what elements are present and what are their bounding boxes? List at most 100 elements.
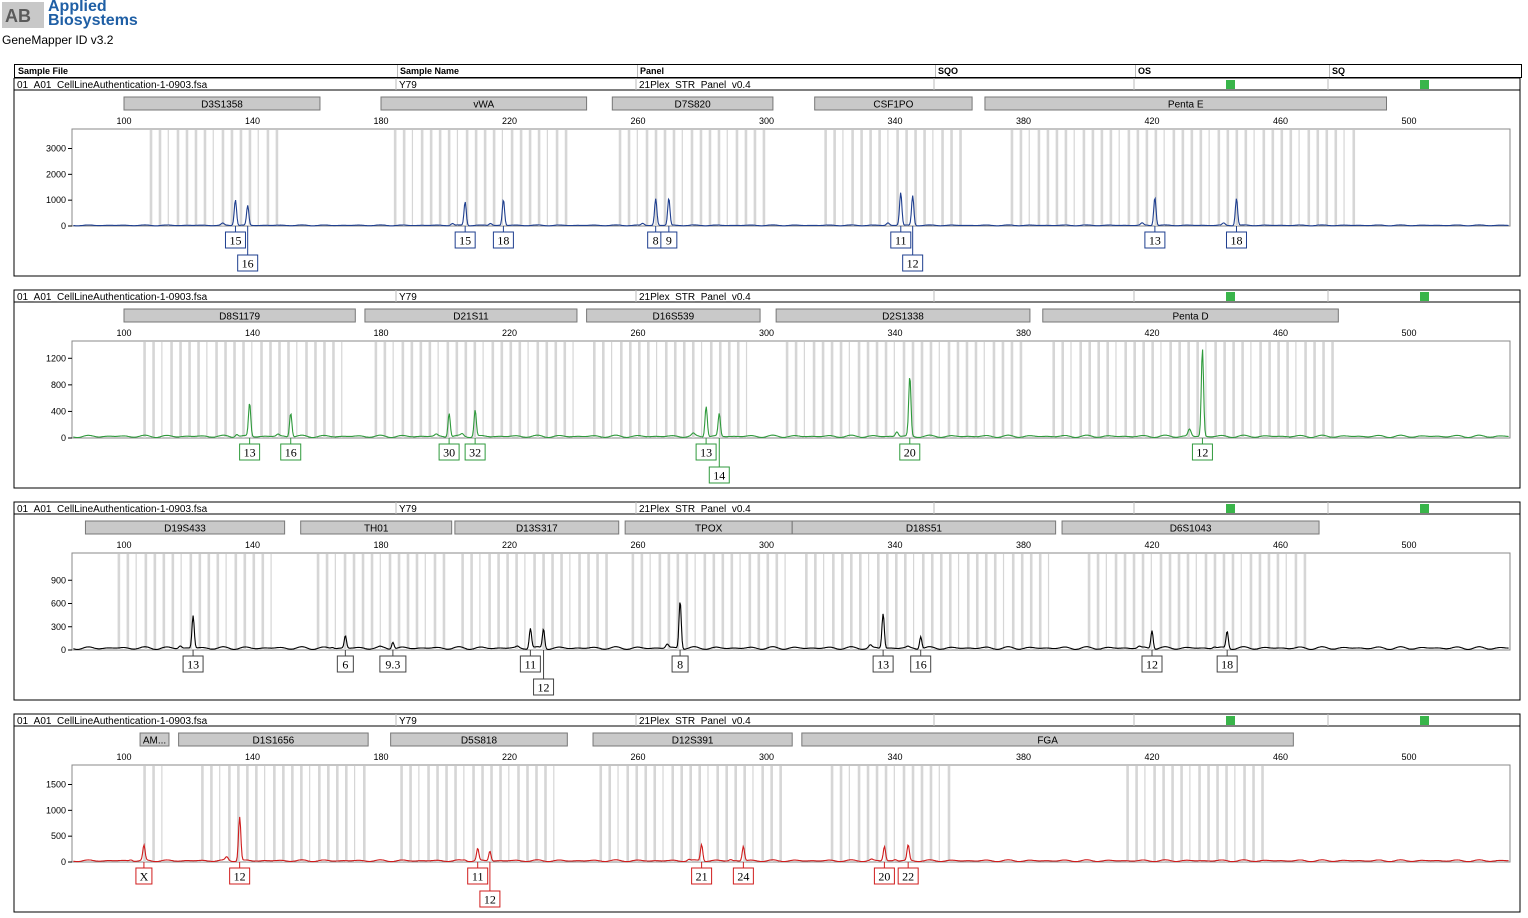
allele-call-box[interactable] (336, 655, 354, 673)
allele-bin (537, 130, 541, 226)
sample-name[interactable]: Y79 (399, 80, 417, 91)
locus-marker-bar[interactable] (791, 520, 1057, 535)
allele-bin (912, 554, 915, 650)
allele-call-box[interactable] (671, 655, 689, 673)
col-sq[interactable]: SQ (1332, 66, 1346, 76)
locus-marker-bar[interactable] (775, 308, 1031, 323)
allele-call-box[interactable] (533, 678, 555, 696)
allele-call-box[interactable] (182, 655, 204, 673)
size-axis-tick-label: 500 (1401, 116, 1416, 126)
allele-call-box[interactable] (135, 867, 153, 885)
allele-call-box[interactable] (379, 655, 407, 673)
allele-bin (1123, 554, 1127, 650)
panel-name[interactable]: 21Plex_STR_Panel_v0.4 (639, 292, 751, 303)
col-sample-name[interactable]: Sample Name (400, 66, 460, 76)
sample-name[interactable]: Y79 (399, 716, 417, 727)
allele-call-box[interactable] (1144, 231, 1166, 249)
allele-call-box[interactable] (438, 443, 460, 461)
allele-call-box[interactable] (660, 231, 678, 249)
allele-bin (517, 766, 520, 862)
allele-call-box[interactable] (1225, 231, 1247, 249)
locus-marker-bar[interactable] (123, 96, 321, 111)
allele-bin (216, 554, 220, 650)
allele-call-box[interactable] (872, 655, 894, 673)
col-panel[interactable]: Panel (640, 66, 665, 76)
allele-call-box[interactable] (454, 231, 476, 249)
sample-file-name[interactable]: 01_A01_CellLineAuthentication-1-0903.fsa (17, 504, 208, 515)
allele-bin (1187, 342, 1190, 438)
allele-call-box[interactable] (479, 890, 501, 908)
allele-call-box[interactable] (467, 867, 489, 885)
allele-bin (1133, 342, 1136, 438)
sample-file-name[interactable]: 01_A01_CellLineAuthentication-1-0903.fsa (17, 716, 208, 727)
locus-marker-bar[interactable] (801, 732, 1294, 747)
allele-call-label: 8 (677, 658, 683, 672)
panel-name[interactable]: 21Plex_STR_Panel_v0.4 (639, 716, 751, 727)
allele-call-box[interactable] (1141, 655, 1163, 673)
allele-call-box[interactable] (691, 867, 713, 885)
allele-call-box[interactable] (237, 254, 259, 272)
allele-bin (545, 342, 549, 438)
locus-marker-bar[interactable] (454, 520, 620, 535)
allele-bin (974, 342, 978, 438)
locus-marker-bar[interactable] (984, 96, 1388, 111)
locus-marker-bar[interactable] (139, 732, 170, 747)
allele-bin (1172, 130, 1176, 226)
sample-file-name[interactable]: 01_A01_CellLineAuthentication-1-0903.fsa (17, 80, 208, 91)
locus-marker-bar[interactable] (364, 308, 578, 323)
locus-marker-bar[interactable] (380, 96, 588, 111)
locus-marker-bar[interactable] (84, 520, 286, 535)
allele-bin (491, 342, 495, 438)
allele-call-box[interactable] (890, 231, 912, 249)
locus-marker-bar[interactable] (390, 732, 568, 747)
locus-marker-bar[interactable] (1042, 308, 1339, 323)
allele-call-box[interactable] (708, 466, 730, 484)
locus-marker-bar[interactable] (178, 732, 369, 747)
allele-bin (463, 766, 465, 862)
rfu-axis-tick-label: 1500 (46, 780, 66, 790)
sample-file-name[interactable]: 01_A01_CellLineAuthentication-1-0903.fsa (17, 292, 208, 303)
allele-call-box[interactable] (873, 867, 895, 885)
allele-call-box[interactable] (229, 867, 251, 885)
allele-bin (149, 130, 153, 226)
allele-call-box[interactable] (239, 443, 261, 461)
electropherogram-panels: 01_A01_CellLineAuthentication-1-0903.fsa… (13, 78, 1521, 913)
allele-call-box[interactable] (224, 231, 246, 249)
allele-call-box[interactable] (902, 254, 924, 272)
allele-bin (1145, 130, 1149, 226)
locus-marker-bar[interactable] (611, 96, 774, 111)
allele-bin (655, 342, 658, 438)
allele-call-box[interactable] (897, 867, 919, 885)
allele-call-box[interactable] (910, 655, 932, 673)
allele-call-box[interactable] (899, 443, 921, 461)
size-axis-tick-label: 220 (502, 752, 517, 762)
allele-call-box[interactable] (519, 655, 541, 673)
allele-call-box[interactable] (1191, 443, 1213, 461)
allele-call-box[interactable] (732, 867, 754, 885)
allele-bin (318, 766, 321, 862)
allele-call-box[interactable] (492, 231, 514, 249)
locus-marker-bar[interactable] (300, 520, 453, 535)
sample-name[interactable]: Y79 (399, 504, 417, 515)
allele-bin (418, 766, 420, 862)
allele-call-box[interactable] (464, 443, 486, 461)
locus-marker-bar[interactable] (1061, 520, 1320, 535)
locus-marker-bar[interactable] (814, 96, 973, 111)
allele-bin (947, 342, 951, 438)
col-os[interactable]: OS (1138, 66, 1152, 76)
col-sqo[interactable]: SQO (938, 66, 959, 76)
allele-call-box[interactable] (695, 443, 717, 461)
panel-name[interactable]: 21Plex_STR_Panel_v0.4 (639, 504, 751, 515)
locus-marker-bar[interactable] (586, 308, 761, 323)
col-sample-file[interactable]: Sample File (18, 66, 69, 76)
sample-name[interactable]: Y79 (399, 292, 417, 303)
allele-bin (965, 342, 969, 438)
locus-marker-bar[interactable] (592, 732, 793, 747)
allele-bin (653, 766, 657, 862)
allele-call-box[interactable] (1216, 655, 1238, 673)
locus-marker-bar[interactable] (123, 308, 356, 323)
panel-name[interactable]: 21Plex_STR_Panel_v0.4 (639, 80, 751, 91)
allele-call-box[interactable] (280, 443, 302, 461)
allele-bin (170, 342, 173, 438)
size-axis-tick-label: 340 (887, 116, 902, 126)
